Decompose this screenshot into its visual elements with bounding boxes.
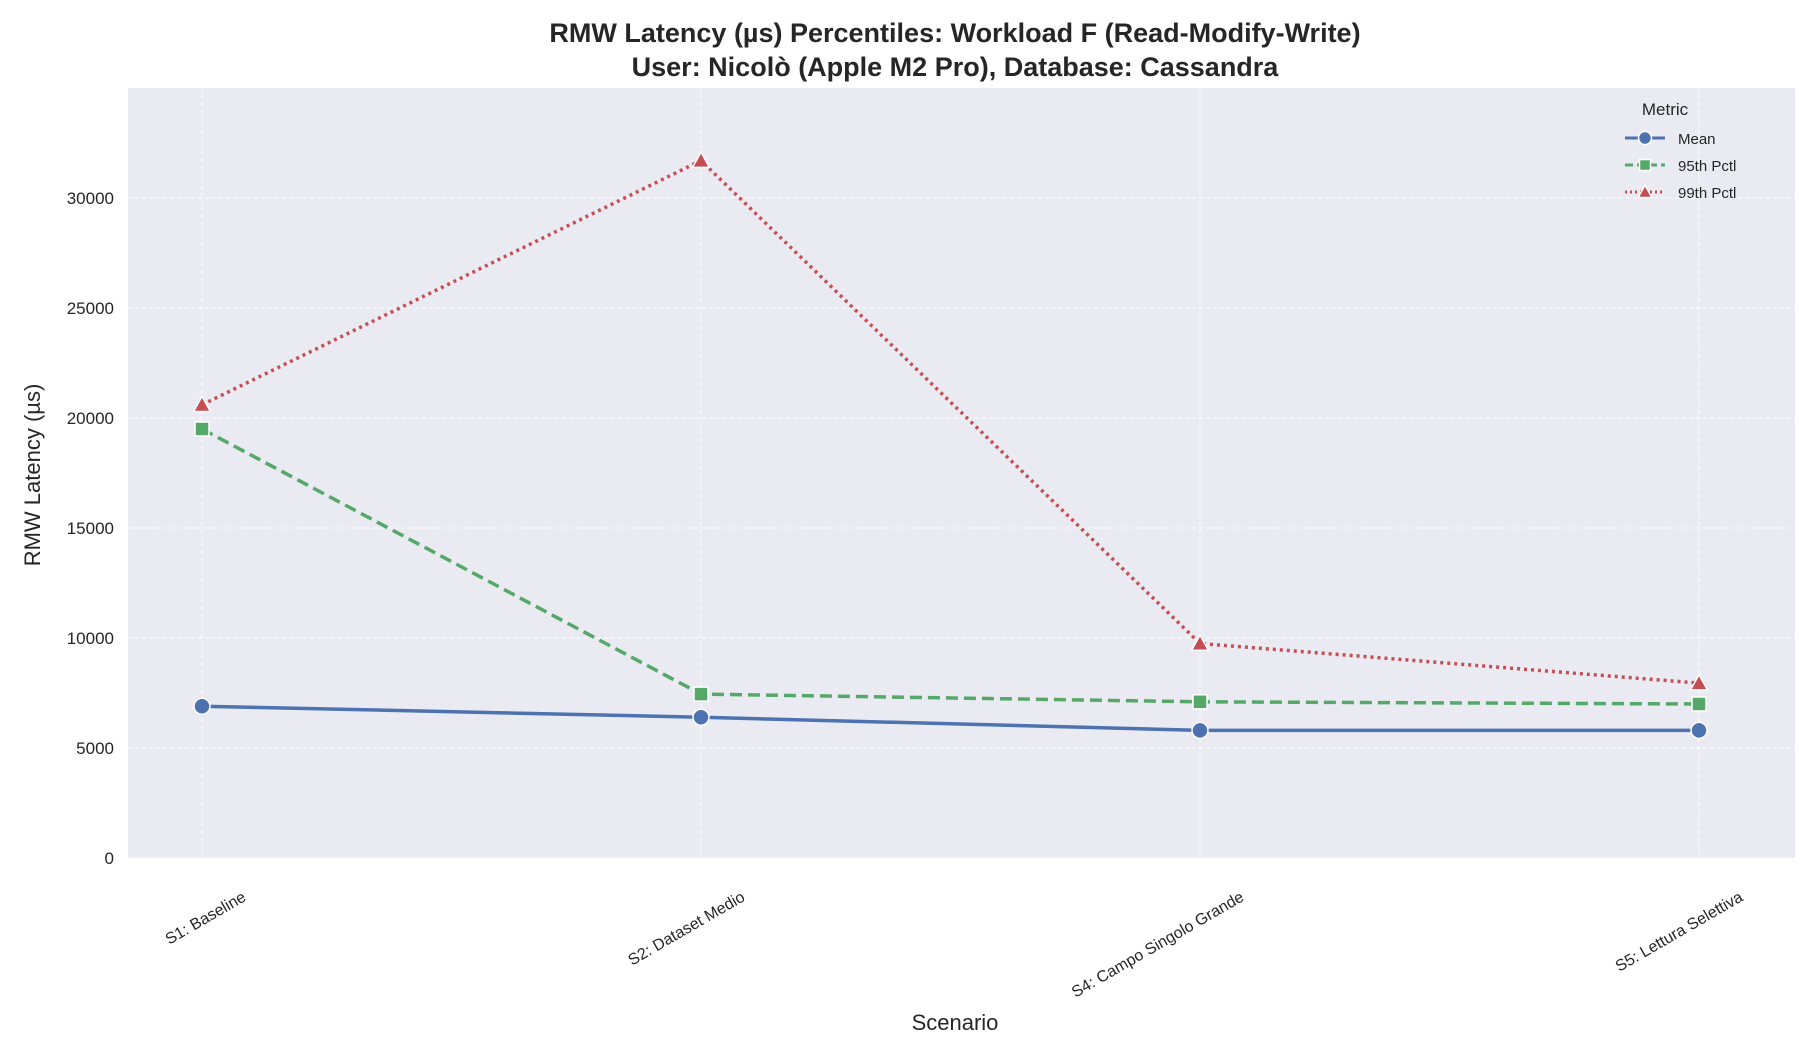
x-axis-ticks: S1: Baseline S2: Dataset Medio S4: Campo S… — [163, 889, 1746, 1002]
legend-item: 95th Pctl — [1625, 158, 1736, 175]
series-lines — [192, 150, 1709, 740]
chart-title-line2: User: Nicolò (Apple M2 Pro), Database: C… — [632, 52, 1280, 82]
y-tick-label: 0 — [105, 849, 114, 868]
data-point — [194, 421, 210, 437]
series-99th-pctl — [192, 150, 1709, 691]
data-point — [192, 394, 212, 413]
series-line — [201, 427, 1700, 706]
plot-area — [128, 88, 1795, 858]
y-tick-label: 30000 — [67, 189, 114, 208]
legend-marker — [1638, 158, 1652, 172]
legend-item: 99th Pctl — [1625, 183, 1736, 202]
legend: Metric Mean 95th Pctl 99th Pctl — [1625, 100, 1736, 202]
x-tick-label: S2: Dataset Medio — [626, 889, 749, 970]
x-tick-label: S5: Lettura Selettiva — [1613, 889, 1746, 976]
data-point — [1689, 673, 1709, 691]
data-point — [693, 686, 709, 702]
grid — [128, 88, 1795, 859]
y-tick-label: 5000 — [76, 739, 114, 758]
data-point — [1191, 721, 1209, 740]
legend-label: 95th Pctl — [1678, 158, 1736, 175]
data-point — [193, 697, 211, 715]
series-mean — [193, 697, 1708, 740]
series-95th-pctl — [194, 421, 1707, 712]
data-point — [692, 708, 710, 726]
series-line — [201, 704, 1699, 733]
y-tick-label: 15000 — [67, 519, 114, 538]
legend-title: Metric — [1642, 100, 1689, 119]
data-point — [1190, 633, 1210, 651]
legend-item: Mean — [1625, 130, 1716, 148]
y-axis-ticks: 0 5000 10000 15000 20000 25000 30000 — [67, 189, 114, 868]
y-tick-label: 10000 — [67, 629, 114, 648]
data-point — [691, 150, 711, 169]
data-point — [1691, 696, 1707, 712]
chart-title-line1: RMW Latency (µs) Percentiles: Workload F… — [549, 18, 1360, 48]
y-tick-label: 20000 — [67, 409, 114, 428]
series-line — [201, 158, 1700, 685]
x-tick-label: S1: Baseline — [163, 889, 249, 949]
legend-label: Mean — [1678, 131, 1716, 148]
legend-marker — [1636, 183, 1654, 199]
y-axis-label: RMW Latency (µs) — [20, 384, 45, 567]
data-point — [1690, 721, 1708, 740]
legend-label: 99th Pctl — [1678, 185, 1736, 202]
legend-marker — [1637, 130, 1653, 146]
x-axis-label: Scenario — [912, 1010, 999, 1035]
y-tick-label: 25000 — [67, 299, 114, 318]
data-point — [1192, 694, 1208, 710]
x-tick-label: S4: Campo Singolo Grande — [1069, 889, 1247, 1002]
